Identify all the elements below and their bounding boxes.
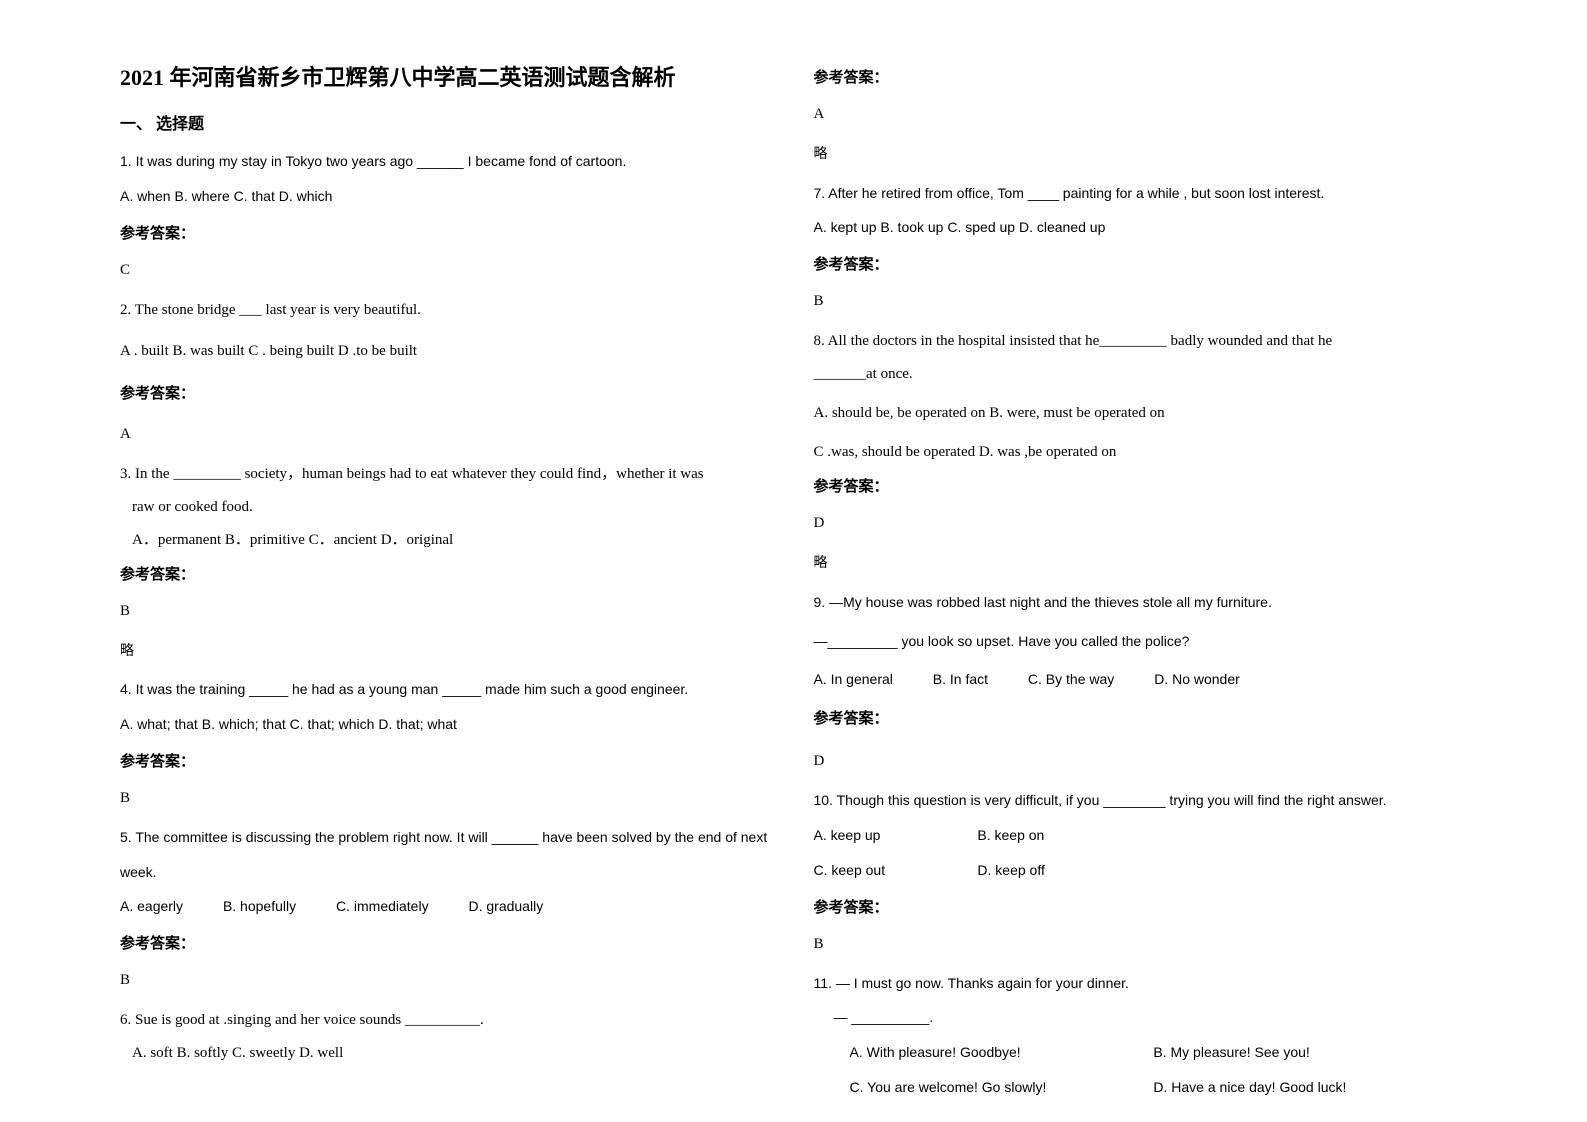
answer-label: 参考答案： (120, 926, 774, 962)
question-6: 6. Sue is good at .singing and her voice… (120, 1004, 774, 1070)
q9-text-2: —_________ you look so upset. Have you c… (814, 626, 1468, 657)
answer-label: 参考答案： (814, 890, 1468, 926)
q3-answer: B (120, 593, 774, 629)
q5-opt-a: A. eagerly (120, 898, 183, 914)
q2-answer: A (120, 416, 774, 452)
question-4: 4. It was the training _____ he had as a… (120, 674, 774, 816)
q9-options: A. In general B. In fact C. By the way D… (814, 664, 1468, 695)
q2-text: 2. The stone bridge ___ last year is ver… (120, 294, 774, 327)
q8-options-1: A. should be, be operated on B. were, mu… (814, 397, 1468, 430)
q5-text-1: 5. The committee is discussing the probl… (120, 822, 774, 853)
q11-text-1: 11. — I must go now. Thanks again for yo… (814, 968, 1468, 999)
right-column: 参考答案： A 略 7. After he retired from offic… (794, 60, 1488, 1082)
q7-text: 7. After he retired from office, Tom ___… (814, 178, 1468, 209)
question-8: 8. All the doctors in the hospital insis… (814, 325, 1468, 581)
q5-opt-c: C. immediately (336, 898, 429, 914)
q1-text: 1. It was during my stay in Tokyo two ye… (120, 146, 774, 177)
answer-label: 参考答案： (120, 744, 774, 780)
question-10: 10. Though this question is very difficu… (814, 785, 1468, 961)
q6-options: A. soft B. softly C. sweetly D. well (120, 1037, 774, 1070)
q10-options-1: A. keep up B. keep on (814, 820, 1468, 851)
q9-answer: D (814, 743, 1468, 779)
q7-answer: B (814, 283, 1468, 319)
q10-text: 10. Though this question is very difficu… (814, 785, 1468, 816)
q11-opt-b: B. My pleasure! See you! (1153, 1044, 1309, 1060)
q2-options: A . built B. was built C . being built D… (120, 335, 774, 368)
q9-opt-c: C. By the way (1028, 671, 1114, 687)
q4-answer: B (120, 780, 774, 816)
q9-text-1: 9. —My house was robbed last night and t… (814, 587, 1468, 618)
q8-text-2: _______at once. (814, 358, 1468, 391)
q11-options-2: C. You are welcome! Go slowly! D. Have a… (814, 1072, 1468, 1103)
question-3: 3. In the _________ society，human beings… (120, 458, 774, 669)
answer-label: 参考答案： (814, 469, 1468, 505)
q6-text: 6. Sue is good at .singing and her voice… (120, 1004, 774, 1037)
question-7: 7. After he retired from office, Tom ___… (814, 178, 1468, 320)
answer-label: 参考答案： (814, 701, 1468, 737)
q8-note: 略 (814, 547, 1468, 581)
q8-options-2: C .was, should be operated D. was ,be op… (814, 436, 1468, 469)
q11-opt-c: C. You are welcome! Go slowly! (850, 1072, 1150, 1103)
answer-label: 参考答案： (120, 376, 774, 412)
left-column: 2021 年河南省新乡市卫辉第八中学高二英语测试题含解析 一、 选择题 1. I… (100, 60, 794, 1082)
answer-label: 参考答案： (120, 216, 774, 252)
q5-text-2: week. (120, 857, 774, 888)
q7-options: A. kept up B. took up C. sped up D. clea… (814, 212, 1468, 243)
q3-text-2: raw or cooked food. (120, 491, 774, 524)
q8-answer: D (814, 505, 1468, 541)
q3-text-1: 3. In the _________ society，human beings… (120, 458, 774, 491)
page-title: 2021 年河南省新乡市卫辉第八中学高二英语测试题含解析 (120, 60, 774, 92)
q9-opt-d: D. No wonder (1154, 671, 1240, 687)
q4-text: 4. It was the training _____ he had as a… (120, 674, 774, 705)
q11-opt-a: A. With pleasure! Goodbye! (850, 1037, 1150, 1068)
q5-options: A. eagerly B. hopefully C. immediately D… (120, 891, 774, 922)
q9-opt-b: B. In fact (933, 671, 988, 687)
section-header: 一、 选择题 (120, 110, 774, 134)
q3-note: 略 (120, 635, 774, 669)
q1-options: A. when B. where C. that D. which (120, 181, 774, 212)
q11-opt-d: D. Have a nice day! Good luck! (1153, 1079, 1346, 1095)
answer-label: 参考答案： (814, 247, 1468, 283)
q8-text-1: 8. All the doctors in the hospital insis… (814, 325, 1468, 358)
q10-opt-a: A. keep up (814, 820, 974, 851)
q10-opt-c: C. keep out (814, 855, 974, 886)
q4-options: A. what; that B. which; that C. that; wh… (120, 709, 774, 740)
q3-options: A．permanent B．primitive C．ancient D．orig… (120, 524, 774, 557)
q10-answer: B (814, 926, 1468, 962)
q5-opt-b: B. hopefully (223, 898, 296, 914)
q10-opt-d: D. keep off (977, 862, 1044, 878)
q5-answer: B (120, 962, 774, 998)
q10-options-2: C. keep out D. keep off (814, 855, 1468, 886)
q1-answer: C (120, 252, 774, 288)
question-9: 9. —My house was robbed last night and t… (814, 587, 1468, 779)
q6-answer: A (814, 96, 1468, 132)
q6-note: 略 (814, 138, 1468, 172)
q10-opt-b: B. keep on (977, 827, 1044, 843)
question-2: 2. The stone bridge ___ last year is ver… (120, 294, 774, 452)
q5-opt-d: D. gradually (468, 898, 543, 914)
q9-opt-a: A. In general (814, 671, 893, 687)
q11-text-2: — __________. (814, 1002, 1468, 1033)
question-5: 5. The committee is discussing the probl… (120, 822, 774, 998)
answer-label: 参考答案： (814, 60, 1468, 96)
question-1: 1. It was during my stay in Tokyo two ye… (120, 146, 774, 288)
q11-options-1: A. With pleasure! Goodbye! B. My pleasur… (814, 1037, 1468, 1068)
question-11: 11. — I must go now. Thanks again for yo… (814, 968, 1468, 1103)
answer-label: 参考答案： (120, 557, 774, 593)
